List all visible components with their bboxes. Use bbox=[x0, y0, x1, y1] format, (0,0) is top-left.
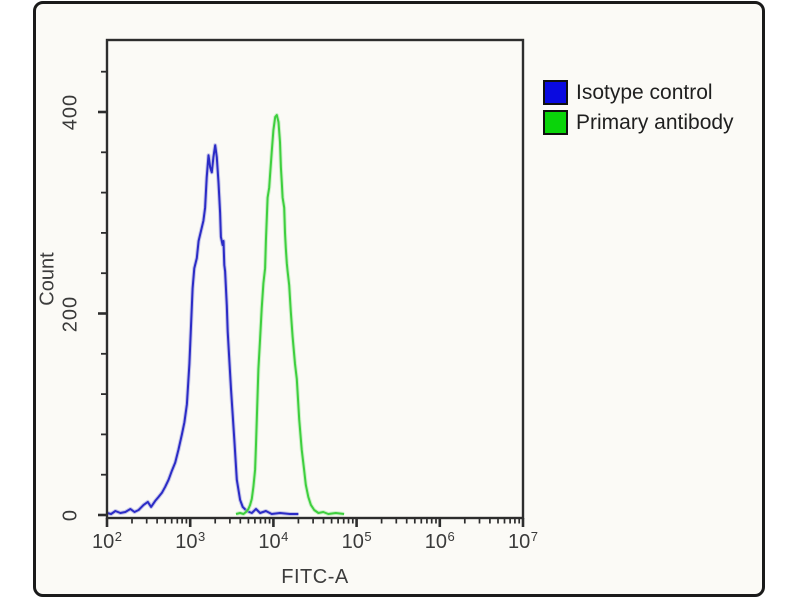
legend-swatch-icon bbox=[543, 80, 568, 105]
plot-frame bbox=[105, 38, 525, 520]
x-tick-label: 105 bbox=[341, 529, 372, 553]
isotype-control-curve bbox=[106, 143, 299, 516]
figure-border bbox=[33, 1, 765, 597]
x-tick-label: 107 bbox=[508, 529, 538, 553]
x-axis-ticks bbox=[105, 518, 525, 527]
y-tick-label: 400 bbox=[59, 93, 82, 131]
legend-item: Primary antibody bbox=[543, 110, 734, 135]
y-axis-title: Count bbox=[36, 252, 59, 306]
x-axis-title: FITC-A bbox=[281, 566, 349, 588]
x-tick-label: 103 bbox=[175, 529, 206, 553]
y-tick-label: 200 bbox=[59, 295, 82, 332]
x-tick-label: 106 bbox=[424, 529, 455, 553]
legend-label: Isotype control bbox=[576, 80, 713, 104]
primary-antibody-curve bbox=[235, 113, 345, 516]
x-tick-label: 104 bbox=[258, 529, 289, 553]
legend-label: Primary antibody bbox=[576, 110, 734, 134]
y-tick-label: 0 bbox=[59, 508, 82, 522]
legend-swatch-icon bbox=[543, 110, 568, 135]
legend-item: Isotype control bbox=[543, 80, 734, 105]
x-tick-label: 102 bbox=[92, 529, 122, 553]
legend: Isotype control Primary antibody bbox=[543, 80, 734, 140]
y-axis-ticks bbox=[98, 70, 107, 517]
